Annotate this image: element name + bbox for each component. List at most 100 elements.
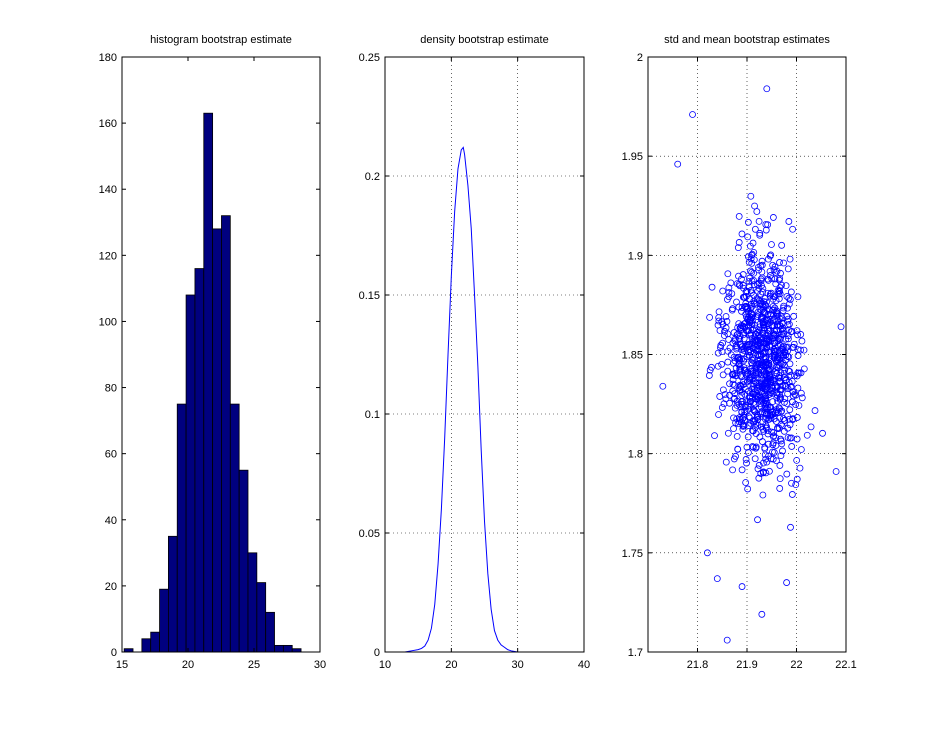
scatter-point	[768, 387, 776, 395]
scatter-point	[753, 395, 761, 403]
scatter-point	[763, 85, 771, 93]
scatter-point	[785, 415, 793, 423]
scatter-point	[748, 310, 756, 317]
scatter-point	[787, 288, 795, 296]
scatter-point	[788, 479, 795, 487]
scatter-point	[760, 326, 768, 334]
scatter-point	[763, 458, 771, 466]
scatter-point	[744, 370, 751, 378]
scatter-point	[743, 443, 751, 451]
scatter-point	[759, 418, 767, 426]
scatter-point	[755, 370, 762, 378]
scatter-point	[744, 433, 752, 441]
scatter-point	[745, 413, 753, 420]
scatter-point	[738, 408, 746, 416]
scatter-point	[761, 451, 769, 459]
density-line	[404, 146, 518, 653]
scatter-point	[718, 318, 726, 326]
scatter-point	[782, 335, 790, 343]
scatter-point	[730, 414, 737, 422]
scatter-point	[768, 411, 776, 418]
scatter-point	[765, 348, 773, 356]
histogram-bar	[229, 403, 240, 653]
scatter-point	[772, 280, 780, 288]
scatter-point	[744, 348, 752, 356]
scatter-point	[725, 284, 733, 292]
scatter-point	[719, 386, 727, 394]
scatter-point	[784, 347, 791, 355]
scatter-point	[756, 231, 764, 239]
scatter-point	[754, 296, 762, 304]
scatter-point	[757, 290, 765, 298]
scatter-point	[737, 371, 745, 379]
scatter-point	[755, 266, 762, 274]
scatter-point	[754, 516, 761, 524]
scatter-point	[768, 428, 776, 436]
scatter-point	[751, 202, 758, 210]
scatter-point	[757, 315, 765, 323]
scatter-point	[787, 383, 795, 391]
scatter-point	[760, 362, 767, 370]
scatter-point	[750, 297, 758, 305]
scatter-point	[769, 398, 777, 406]
scatter-point	[724, 347, 732, 355]
scatter-point	[735, 280, 743, 288]
scatter-point	[750, 281, 758, 289]
scatter-point	[747, 371, 755, 379]
histogram-bar	[194, 268, 205, 653]
scatter-point	[779, 343, 787, 351]
scatter-point	[788, 491, 796, 498]
scatter-point	[718, 360, 726, 368]
scatter-point	[779, 327, 787, 335]
scatter-point	[736, 367, 744, 375]
scatter-point	[750, 337, 758, 345]
scatter-point	[738, 230, 746, 238]
scatter-point	[743, 353, 751, 361]
scatter-point	[734, 244, 742, 252]
scatter-point	[742, 293, 750, 300]
scatter-point	[745, 327, 753, 334]
scatter-point	[782, 383, 790, 390]
x-tick-label: 40	[578, 659, 590, 671]
scatter-point	[778, 440, 786, 448]
scatter-point	[724, 358, 732, 366]
scatter-point	[773, 347, 781, 355]
scatter-point	[772, 418, 780, 425]
scatter-point	[738, 391, 746, 399]
scatter-point	[722, 395, 730, 403]
scatter-point	[733, 401, 741, 409]
scatter-point	[784, 321, 792, 329]
scatter-point	[729, 466, 736, 474]
scatter-point	[774, 321, 782, 329]
scatter-point	[784, 265, 792, 273]
scatter-point	[766, 252, 774, 260]
scatter-point	[794, 369, 802, 377]
scatter-point	[776, 462, 784, 469]
scatter-point	[776, 259, 783, 266]
scatter-point	[819, 429, 826, 437]
scatter-point	[744, 233, 752, 241]
scatter-point	[757, 262, 765, 270]
scatter-point	[777, 437, 785, 445]
y-tick-label: 120	[99, 250, 117, 262]
scatter-point	[800, 365, 808, 373]
scatter-point	[786, 434, 794, 442]
scatter-point	[771, 383, 779, 391]
scatter-point	[778, 241, 786, 249]
scatter-point	[793, 475, 801, 483]
scatter-point	[747, 289, 755, 297]
scatter-point	[758, 282, 765, 290]
x-tick-label: 25	[248, 659, 260, 671]
scatter-point	[766, 390, 774, 398]
scatter-point	[755, 337, 763, 345]
y-tick-label: 1.85	[622, 350, 643, 362]
scatter-point	[718, 404, 726, 411]
scatter-point	[745, 282, 753, 290]
scatter-point	[724, 270, 732, 278]
scatter-point	[749, 443, 757, 451]
scatter-point	[729, 380, 737, 388]
scatter-point	[745, 405, 753, 413]
scatter-point	[798, 337, 806, 345]
y-tick-label: 160	[99, 118, 117, 130]
scatter-point	[689, 111, 696, 118]
